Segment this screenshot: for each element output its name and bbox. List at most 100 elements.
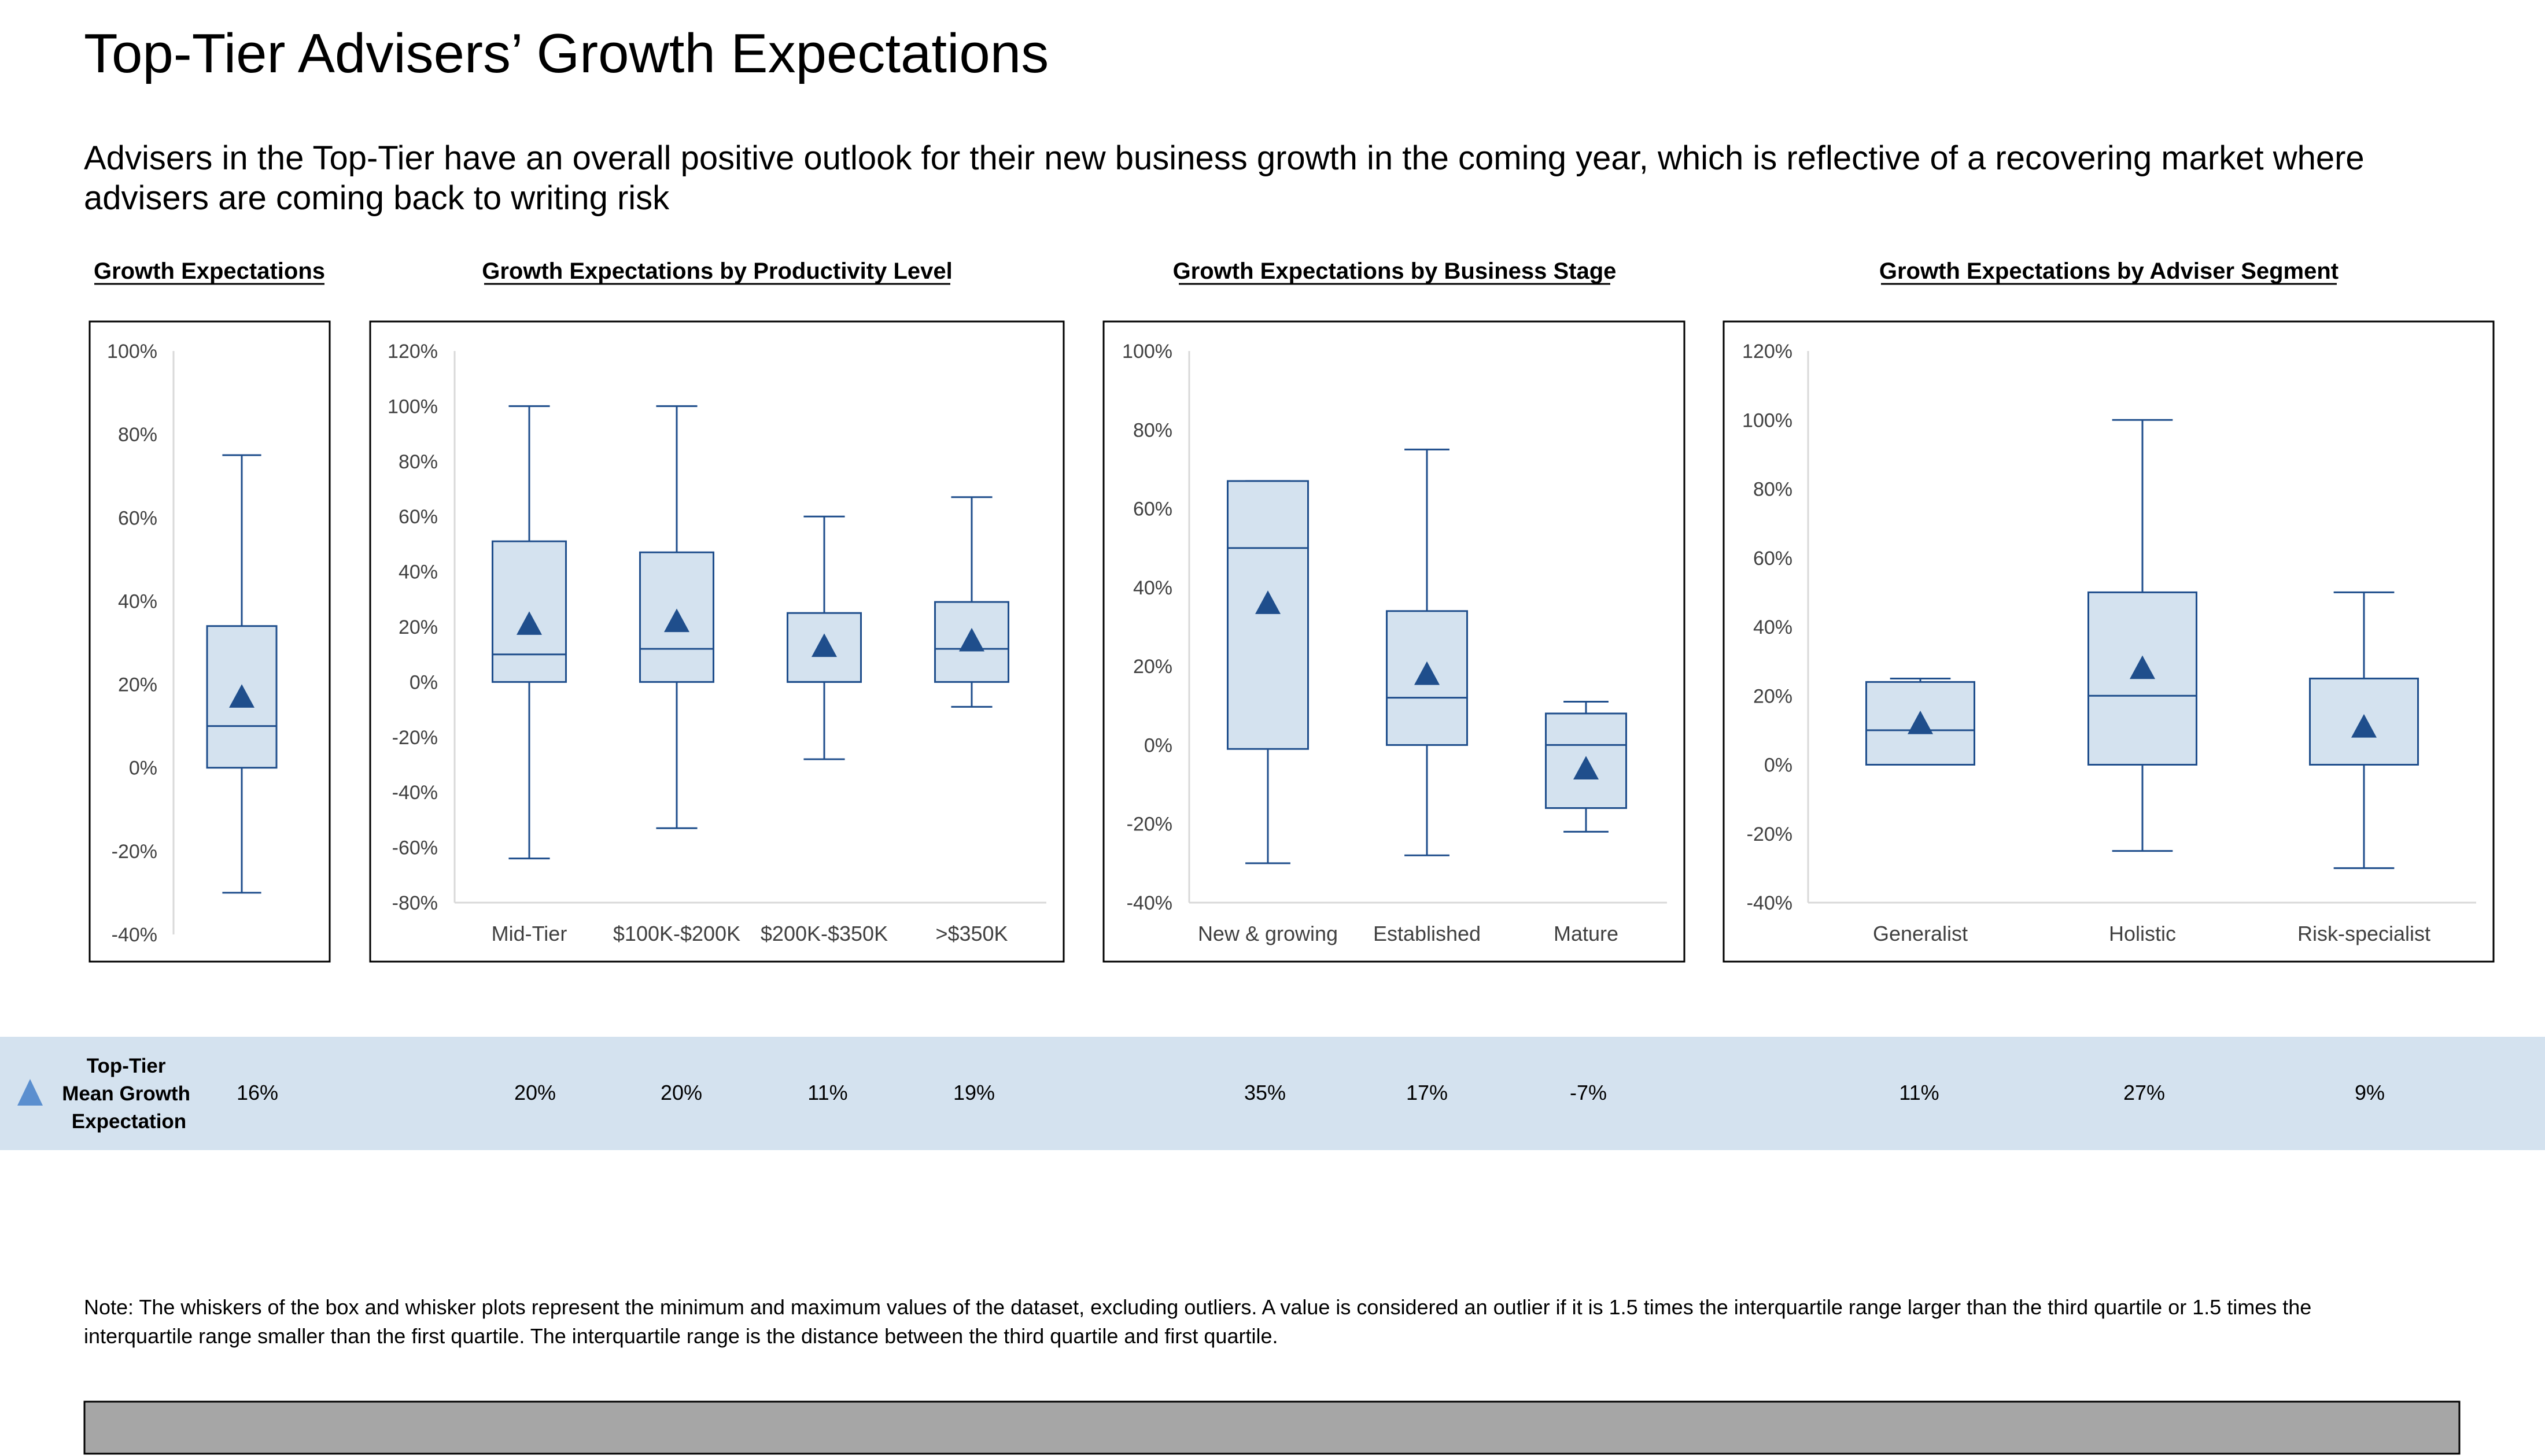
- legend-label: Top-Tier Mean Growth Expectation: [62, 1055, 196, 1133]
- footnote: Note: The whiskers of the box and whiske…: [84, 1295, 2317, 1348]
- y-tick-label: 0%: [1144, 734, 1172, 756]
- y-tick-label: 0%: [129, 757, 157, 779]
- y-tick-label: 0%: [410, 671, 438, 693]
- mean-marker: [664, 608, 689, 633]
- chart-title: Growth Expectations: [94, 258, 325, 284]
- mean-marker: [2351, 714, 2377, 738]
- chart-frame: [1102, 320, 1685, 963]
- y-tick-label: 80%: [1133, 419, 1172, 441]
- mean-values-row: 16% 20% 20% 11% 19% 35% 17% -7% 11% 27% 9%: [237, 1081, 2385, 1104]
- mean-value: 9%: [2355, 1081, 2385, 1104]
- x-category-label: Holistic: [2109, 922, 2176, 945]
- chart-panel: Growth Expectations by Adviser Segment -4…: [1723, 258, 2495, 963]
- iqr-box: [1386, 610, 1468, 746]
- y-tick-label: -20%: [1127, 814, 1172, 836]
- mean-value: -7%: [1570, 1081, 1607, 1104]
- chart-panel: Growth Expectations by Productivity Leve…: [369, 258, 1065, 963]
- y-tick-label: -20%: [112, 841, 157, 863]
- chart-title: Growth Expectations by Productivity Leve…: [482, 258, 953, 284]
- mean-marker: [1255, 590, 1281, 614]
- y-tick-label: 100%: [1122, 341, 1172, 363]
- box-plot: [2087, 419, 2197, 852]
- y-tick-label: 80%: [1753, 479, 1792, 501]
- mean-marker: [959, 627, 984, 652]
- box-plot: [639, 405, 714, 829]
- mean-marker: [1908, 710, 1933, 734]
- y-tick-label: 60%: [118, 507, 157, 529]
- iqr-box: [1227, 480, 1309, 750]
- y-tick-label: -40%: [1747, 892, 1792, 914]
- footer-bar: [83, 1400, 2461, 1455]
- box-plot: [206, 454, 278, 894]
- subtitle-line: advisers are coming back to writing risk: [84, 179, 670, 217]
- mean-value: 16%: [237, 1081, 278, 1104]
- mean-marker: [812, 633, 837, 657]
- charts-group: Growth Expectations -40% -20% 0% 20% 40% 60% 80…: [88, 258, 2495, 963]
- legend-label-line: Expectation: [72, 1110, 186, 1133]
- y-tick-label: 40%: [399, 561, 438, 583]
- x-category-label: Risk-specialist: [2297, 922, 2430, 945]
- chart-frame: [369, 320, 1065, 963]
- x-category-label: New & growing: [1198, 922, 1338, 945]
- page-title: Top-Tier Advisers’ Growth Expectations: [84, 23, 1049, 84]
- box-plot: [934, 496, 1009, 708]
- y-tick-label: 100%: [1742, 409, 1792, 431]
- y-tick-label: 0%: [1764, 755, 1792, 777]
- footnote-line: interquartile range smaller than the fir…: [84, 1324, 1278, 1348]
- page-subtitle: Advisers in the Top-Tier have an overall…: [84, 139, 2374, 217]
- y-tick-label: 40%: [1753, 616, 1792, 638]
- box-plot: [492, 405, 567, 860]
- y-tick-label: 40%: [118, 590, 157, 612]
- chart-title: Growth Expectations by Adviser Segment: [1879, 258, 2339, 284]
- y-tick-label: 60%: [399, 506, 438, 528]
- mean-value: 20%: [661, 1081, 702, 1104]
- chart-panel: Growth Expectations -40% -20% 0% 20% 40% 60% 80…: [88, 258, 331, 963]
- mean-values-band: [0, 1037, 2545, 1150]
- box-plot: [1545, 700, 1627, 833]
- mean-value: 27%: [2123, 1081, 2165, 1104]
- y-tick-label: 100%: [388, 396, 438, 417]
- y-tick-label: 120%: [388, 341, 438, 363]
- chart-frame: [88, 320, 331, 963]
- y-tick-label: -60%: [392, 837, 438, 859]
- box-plot: [787, 515, 862, 760]
- y-tick-label: 80%: [399, 451, 438, 473]
- legend-label-line: Mean Growth: [62, 1082, 190, 1105]
- x-category-label: Generalist: [1873, 922, 1968, 945]
- y-tick-label: 60%: [1753, 548, 1792, 570]
- y-tick-label: 60%: [1133, 498, 1172, 520]
- mean-value: 35%: [1244, 1081, 1286, 1104]
- box-plot: [1865, 677, 1975, 766]
- y-tick-label: 20%: [1753, 685, 1792, 707]
- mean-marker: [1573, 756, 1599, 780]
- y-tick-label: 80%: [118, 424, 157, 446]
- legend-label-line: Top-Tier: [87, 1055, 166, 1077]
- triangle-up-icon: [17, 1079, 43, 1106]
- mean-marker: [1414, 661, 1440, 685]
- subtitle-line: Advisers in the Top-Tier have an overall…: [84, 139, 2365, 177]
- y-tick-label: -20%: [1747, 823, 1792, 845]
- y-tick-label: 100%: [107, 341, 157, 363]
- box-plot: [2309, 591, 2419, 869]
- y-tick-label: -40%: [392, 782, 438, 804]
- mean-value: 11%: [1899, 1081, 1939, 1104]
- mean-marker: [517, 611, 542, 635]
- y-tick-label: 40%: [1133, 577, 1172, 599]
- mean-value: 20%: [514, 1081, 556, 1104]
- footnote-line: Note: The whiskers of the box and whiske…: [84, 1295, 2311, 1319]
- chart-panel: Growth Expectations by Business Stage -40…: [1102, 258, 1685, 963]
- mean-value: 17%: [1406, 1081, 1448, 1104]
- y-tick-label: -80%: [392, 892, 438, 914]
- x-category-label: $200K-$350K: [761, 922, 888, 945]
- mean-value: 19%: [953, 1081, 995, 1104]
- x-category-label: Mid-Tier: [492, 922, 567, 945]
- chart-title: Growth Expectations by Business Stage: [1173, 258, 1617, 284]
- y-tick-label: 20%: [1133, 656, 1172, 678]
- x-category-label: $100K-$200K: [613, 922, 740, 945]
- box-plot: [1227, 480, 1309, 864]
- mean-value: 11%: [807, 1081, 847, 1104]
- box-plot: [1386, 448, 1468, 856]
- y-tick-label: 20%: [399, 616, 438, 638]
